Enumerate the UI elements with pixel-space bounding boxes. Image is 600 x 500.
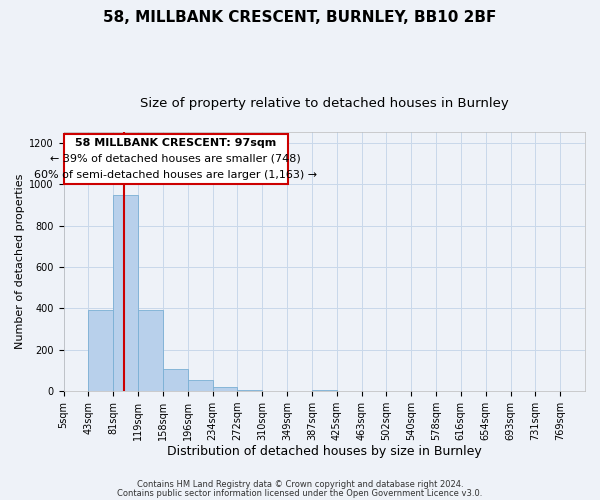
Text: Contains HM Land Registry data © Crown copyright and database right 2024.: Contains HM Land Registry data © Crown c… (137, 480, 463, 489)
Bar (188, 380, 212, 391)
Bar (163, 369, 188, 391)
Text: 60% of semi-detached houses are larger (1,163) →: 60% of semi-detached houses are larger (… (34, 170, 317, 180)
FancyBboxPatch shape (64, 134, 288, 184)
X-axis label: Distribution of detached houses by size in Burnley: Distribution of detached houses by size … (167, 444, 482, 458)
Text: Contains public sector information licensed under the Open Government Licence v3: Contains public sector information licen… (118, 488, 482, 498)
Bar (138, 310, 163, 391)
Bar (113, 194, 138, 391)
Text: ← 39% of detached houses are smaller (748): ← 39% of detached houses are smaller (74… (50, 154, 301, 164)
Y-axis label: Number of detached properties: Number of detached properties (15, 174, 25, 350)
Bar (238, 390, 262, 391)
Text: 58, MILLBANK CRESCENT, BURNLEY, BB10 2BF: 58, MILLBANK CRESCENT, BURNLEY, BB10 2BF (103, 10, 497, 25)
Title: Size of property relative to detached houses in Burnley: Size of property relative to detached ho… (140, 98, 509, 110)
Bar (88, 310, 113, 391)
Bar (212, 386, 238, 391)
Bar (312, 390, 337, 391)
Text: 58 MILLBANK CRESCENT: 97sqm: 58 MILLBANK CRESCENT: 97sqm (75, 138, 276, 147)
